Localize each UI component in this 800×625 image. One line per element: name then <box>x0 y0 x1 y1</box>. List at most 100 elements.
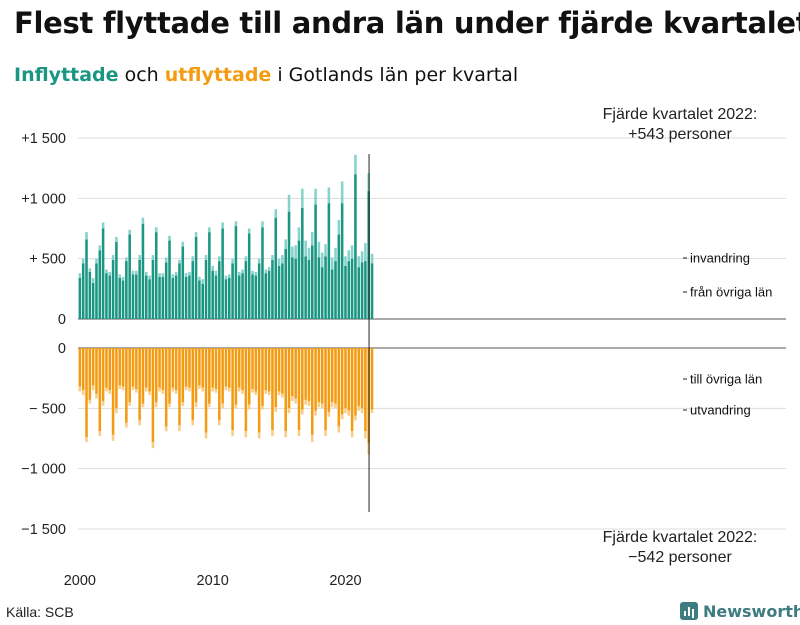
bar-invandring <box>261 221 264 228</box>
bar-fran-ovriga-lan <box>291 257 294 319</box>
bar-utvandring <box>158 387 161 392</box>
bottom-y-tick-label: −1 500 <box>21 522 66 538</box>
bar-utvandring <box>320 403 324 409</box>
bar-till-ovriga-lan <box>244 348 248 432</box>
bar-fran-ovriga-lan <box>274 217 278 319</box>
bar-fran-ovriga-lan <box>171 277 175 319</box>
bar-till-ovriga-lan <box>340 348 344 415</box>
bar-fran-ovriga-lan <box>277 265 281 319</box>
bar-invandring <box>297 227 301 241</box>
bar-utvandring <box>101 401 105 406</box>
bar-invandring <box>181 241 185 247</box>
bar-fran-ovriga-lan <box>161 276 165 319</box>
bar-till-ovriga-lan <box>138 348 141 421</box>
bar-fran-ovriga-lan <box>115 241 118 319</box>
bar-invandring <box>178 259 181 264</box>
bottom-y-tick-label: − 500 <box>29 401 66 417</box>
bar-invandring <box>370 253 374 264</box>
label-till-ovriga-lan: till övriga län <box>690 372 762 387</box>
bar-fran-ovriga-lan <box>135 274 138 319</box>
bar-invandring <box>224 275 228 280</box>
bar-till-ovriga-lan <box>184 348 188 387</box>
bar-till-ovriga-lan <box>154 348 158 403</box>
bar-utvandring <box>148 391 151 396</box>
bar-invandring <box>294 245 297 259</box>
bar-utvandring <box>211 387 214 392</box>
bar-utvandring <box>287 408 291 414</box>
bar-fran-ovriga-lan <box>184 276 188 319</box>
bar-till-ovriga-lan <box>234 348 238 405</box>
bar-invandring <box>267 267 271 271</box>
label-invandring: invandring <box>690 251 750 266</box>
x-tick-label: 2010 <box>197 573 229 589</box>
bar-invandring <box>234 221 238 227</box>
bar-invandring <box>350 245 354 259</box>
bar-utvandring <box>184 386 188 391</box>
bar-invandring <box>307 247 311 260</box>
bar-utvandring <box>317 402 321 408</box>
bar-utvandring <box>237 387 241 392</box>
bar-invandring <box>231 258 234 264</box>
bar-invandring <box>158 273 161 277</box>
bar-till-ovriga-lan <box>115 348 118 409</box>
bar-invandring <box>251 270 254 275</box>
x-tick-label: 2020 <box>329 573 361 589</box>
bar-till-ovriga-lan <box>357 348 361 406</box>
bar-utvandring <box>297 430 301 437</box>
bar-utvandring <box>214 389 218 393</box>
top-y-tick-label: +1 000 <box>21 191 66 207</box>
bar-fran-ovriga-lan <box>141 223 145 319</box>
bar-invandring <box>91 277 95 283</box>
newsworthy-logo: Newsworthy <box>680 600 800 622</box>
bar-till-ovriga-lan <box>327 348 331 412</box>
bar-utvandring <box>247 404 251 410</box>
bar-invandring <box>171 274 175 278</box>
bar-fran-ovriga-lan <box>340 203 344 319</box>
bar-utvandring <box>191 420 195 426</box>
bar-till-ovriga-lan <box>194 348 198 403</box>
bar-till-ovriga-lan <box>330 348 334 403</box>
bar-invandring <box>357 256 361 268</box>
bar-utvandring <box>194 402 198 408</box>
bar-invandring <box>78 273 82 278</box>
bar-fran-ovriga-lan <box>261 227 264 319</box>
bar-till-ovriga-lan <box>264 348 268 391</box>
bar-utvandring <box>231 430 234 437</box>
subtitle-utflyttade: utflyttade <box>164 64 272 86</box>
bar-fran-ovriga-lan <box>78 277 82 319</box>
bar-utvandring <box>121 386 125 391</box>
bar-till-ovriga-lan <box>145 348 148 388</box>
bar-fran-ovriga-lan <box>198 280 201 319</box>
bar-fran-ovriga-lan <box>294 258 297 319</box>
bar-fran-ovriga-lan <box>128 234 131 319</box>
bar-utvandring <box>178 425 181 432</box>
bar-fran-ovriga-lan <box>121 280 125 319</box>
bar-fran-ovriga-lan <box>320 267 324 319</box>
chart-title: Flest flyttade till andra län under fjär… <box>14 6 800 40</box>
bar-till-ovriga-lan <box>188 348 191 388</box>
bar-invandring <box>330 257 334 270</box>
bar-utvandring <box>151 442 155 449</box>
source-note: Källa: SCB <box>6 604 74 620</box>
bar-fran-ovriga-lan <box>251 274 254 319</box>
bar-fran-ovriga-lan <box>370 263 374 319</box>
bar-fran-ovriga-lan <box>254 275 258 319</box>
bar-fran-ovriga-lan <box>168 240 171 319</box>
top-y-tick-label: + 500 <box>29 252 66 268</box>
bar-till-ovriga-lan <box>161 348 165 391</box>
bar-fran-ovriga-lan <box>174 275 178 319</box>
label-fran-ovriga-lan: från övriga län <box>690 285 772 300</box>
bar-fran-ovriga-lan <box>95 263 98 319</box>
bar-invandring <box>241 269 244 274</box>
bar-utvandring <box>201 387 204 392</box>
bar-utvandring <box>208 403 211 408</box>
bar-utvandring <box>350 431 354 438</box>
bar-invandring <box>247 228 251 234</box>
bar-till-ovriga-lan <box>164 348 168 427</box>
bar-fran-ovriga-lan <box>125 261 128 319</box>
bar-fran-ovriga-lan <box>354 174 357 319</box>
label-utvandring: utvandring <box>690 403 751 418</box>
bar-fran-ovriga-lan <box>314 204 317 319</box>
bar-fran-ovriga-lan <box>350 258 354 319</box>
bar-invandring <box>168 235 171 241</box>
